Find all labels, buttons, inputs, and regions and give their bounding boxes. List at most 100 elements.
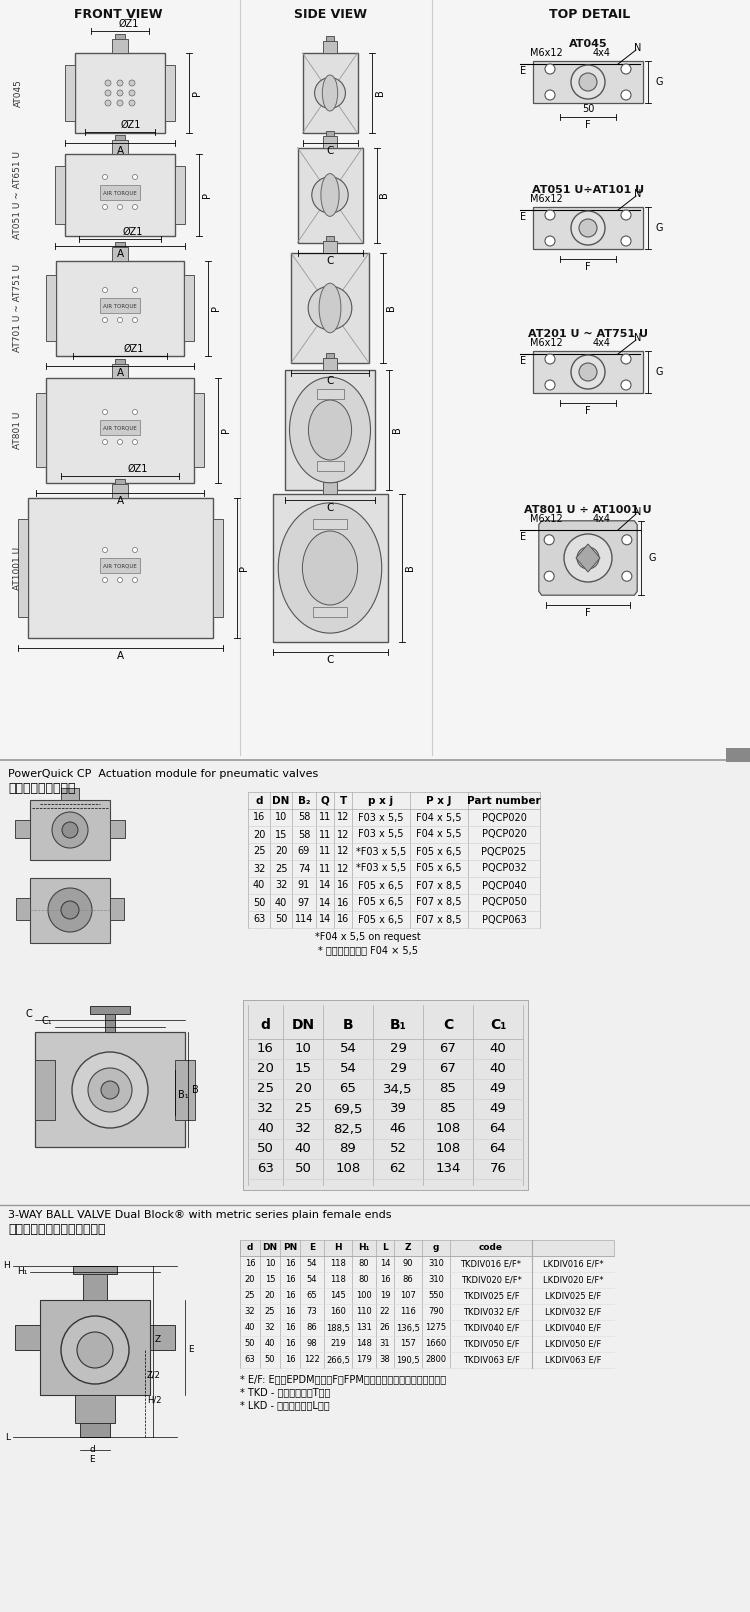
Text: 2800: 2800 — [425, 1356, 446, 1364]
Text: P: P — [239, 564, 250, 571]
Text: PQCP040: PQCP040 — [482, 880, 526, 890]
Text: LKDIV025 E/F: LKDIV025 E/F — [544, 1291, 602, 1301]
Text: 114: 114 — [295, 914, 314, 925]
Text: F03 x 5,5: F03 x 5,5 — [358, 830, 404, 840]
Text: 14: 14 — [319, 880, 332, 890]
Text: 157: 157 — [400, 1340, 416, 1349]
Text: FRONT VIEW: FRONT VIEW — [74, 8, 162, 21]
Bar — [75, 53, 165, 134]
Text: 40: 40 — [295, 1143, 311, 1156]
Text: 98: 98 — [307, 1340, 317, 1349]
Text: A: A — [116, 369, 124, 379]
Text: TKDIV020 E/F*: TKDIV020 E/F* — [460, 1275, 521, 1285]
Circle shape — [103, 577, 107, 582]
Text: 40: 40 — [253, 880, 266, 890]
Bar — [75, 1394, 115, 1423]
Text: d: d — [89, 1444, 94, 1454]
Text: 15: 15 — [295, 1062, 311, 1075]
Text: LKDIV032 E/F: LKDIV032 E/F — [544, 1307, 602, 1317]
Text: 4x4: 4x4 — [593, 514, 611, 524]
Text: 10: 10 — [265, 1259, 275, 1269]
Circle shape — [571, 64, 605, 98]
Text: * LKD - 阀体中球体为L形孔: * LKD - 阀体中球体为L形孔 — [240, 1399, 330, 1410]
Text: 32: 32 — [295, 1122, 311, 1135]
Text: F05 x 6,5: F05 x 6,5 — [358, 914, 404, 925]
Text: B: B — [404, 564, 415, 571]
Text: 16: 16 — [244, 1259, 255, 1269]
Text: E: E — [520, 66, 526, 76]
Text: AT045: AT045 — [13, 79, 22, 106]
Text: d: d — [260, 1019, 271, 1032]
Bar — [175, 1061, 195, 1120]
Bar — [313, 608, 347, 617]
Text: 12: 12 — [337, 864, 350, 874]
Text: Q: Q — [321, 795, 329, 806]
Text: 62: 62 — [389, 1162, 406, 1175]
Text: 82,5: 82,5 — [333, 1122, 363, 1135]
Bar — [90, 1006, 130, 1014]
Circle shape — [103, 440, 107, 445]
Bar — [115, 34, 125, 39]
Bar — [65, 64, 75, 121]
Text: 16: 16 — [285, 1356, 296, 1364]
Circle shape — [545, 64, 555, 74]
Bar — [726, 748, 750, 762]
Text: G: G — [648, 553, 656, 563]
Text: 134: 134 — [435, 1162, 460, 1175]
Text: 310: 310 — [428, 1259, 444, 1269]
Bar — [35, 1061, 55, 1120]
Ellipse shape — [321, 174, 339, 216]
Text: 3-WAY BALL VALVE Dual Block® with metric series plain female ends: 3-WAY BALL VALVE Dual Block® with metric… — [8, 1211, 392, 1220]
Text: H₁: H₁ — [16, 1267, 27, 1277]
Text: P: P — [211, 305, 221, 311]
Circle shape — [622, 535, 632, 545]
Text: 64: 64 — [490, 1122, 506, 1135]
Text: B: B — [343, 1019, 353, 1032]
Bar — [115, 242, 125, 247]
Bar — [65, 155, 175, 235]
Text: 69,5: 69,5 — [333, 1103, 363, 1116]
Circle shape — [564, 534, 612, 582]
Bar — [112, 140, 128, 155]
Text: 160: 160 — [330, 1307, 346, 1317]
Text: 11: 11 — [319, 812, 332, 822]
Circle shape — [621, 210, 631, 219]
Circle shape — [621, 235, 631, 247]
Text: TKDIV025 E/F: TKDIV025 E/F — [463, 1291, 519, 1301]
Text: B₁: B₁ — [178, 1090, 189, 1099]
Circle shape — [545, 90, 555, 100]
Circle shape — [545, 210, 555, 219]
Circle shape — [52, 812, 88, 848]
Text: 14: 14 — [319, 914, 332, 925]
Bar — [100, 558, 140, 572]
Circle shape — [544, 535, 554, 545]
Bar — [100, 298, 140, 313]
Text: H₁: H₁ — [358, 1243, 370, 1253]
Text: 16: 16 — [380, 1275, 390, 1285]
Text: 16: 16 — [285, 1323, 296, 1333]
Text: PQCP063: PQCP063 — [482, 914, 526, 925]
Text: T: T — [339, 795, 346, 806]
Text: C: C — [326, 255, 334, 266]
Bar — [15, 1325, 40, 1349]
Text: PQCP025: PQCP025 — [482, 846, 526, 856]
Text: 219: 219 — [330, 1340, 346, 1349]
Text: 25: 25 — [265, 1307, 275, 1317]
Text: B: B — [392, 427, 402, 434]
Text: 73: 73 — [307, 1307, 317, 1317]
Text: G: G — [655, 77, 662, 87]
Text: AIR TORQUE: AIR TORQUE — [103, 564, 136, 569]
Text: M6x12: M6x12 — [530, 339, 562, 348]
Text: PQCP050: PQCP050 — [482, 898, 526, 908]
Bar — [112, 363, 128, 377]
Text: 29: 29 — [389, 1043, 406, 1056]
Text: F04 x 5,5: F04 x 5,5 — [416, 830, 462, 840]
Circle shape — [312, 177, 348, 213]
Text: PQCP020: PQCP020 — [482, 812, 526, 822]
Text: F05 x 6,5: F05 x 6,5 — [416, 846, 462, 856]
Circle shape — [545, 235, 555, 247]
Text: 63: 63 — [253, 914, 266, 925]
Circle shape — [118, 440, 122, 445]
Text: 86: 86 — [403, 1275, 413, 1285]
Text: 32: 32 — [253, 864, 266, 874]
